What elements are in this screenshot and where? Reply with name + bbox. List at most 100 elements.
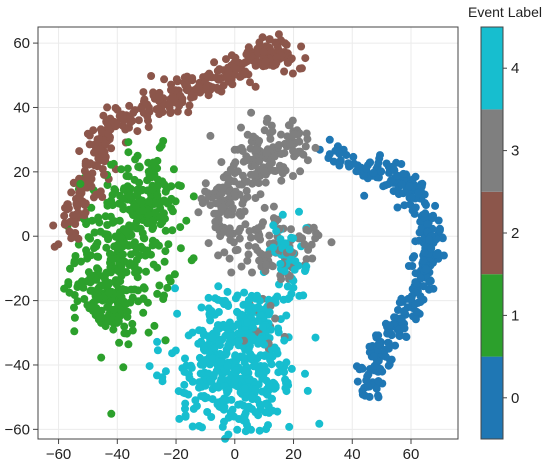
scatter-point-label-0 [365,342,374,351]
scatter-point-label-1 [111,232,120,241]
scatter-point-label-1 [83,250,91,259]
scatter-point-label-2 [96,187,105,196]
scatter-point-label-4 [247,394,256,403]
scatter-point-label-1 [82,220,91,229]
scatter-point-label-0 [374,340,383,349]
scatter-point-label-2 [100,157,108,166]
scatter-point-label-3 [261,178,270,187]
scatter-point-label-2 [125,101,134,110]
colorbar-segment-0 [481,356,503,439]
scatter-point-label-4 [301,267,309,275]
scatter-point-label-4 [237,310,246,319]
scatter-point-label-4 [244,346,253,355]
scatter-point-label-4 [224,341,233,350]
scatter-point-label-0 [374,331,383,340]
scatter-point-label-0 [344,159,353,168]
scatter-point-label-3 [271,314,280,323]
scatter-point-label-4 [272,227,281,236]
scatter-point-label-3 [264,250,273,259]
scatter-point-label-1 [109,305,118,314]
scatter-point-label-1 [160,257,169,266]
scatter-point-label-3 [244,241,253,250]
scatter-point-label-1 [161,336,170,345]
scatter-point-label-0 [410,252,419,261]
scatter-point-label-1 [64,278,73,287]
scatter-point-label-3 [241,220,250,229]
scatter-point-label-1 [115,244,124,253]
scatter-point-label-0 [417,182,426,191]
scatter-point-label-3 [228,203,237,212]
scatter-point-label-3 [226,236,235,244]
scatter-point-label-3 [242,186,251,195]
scatter-point-label-1 [88,216,97,225]
scatter-point-label-1 [163,283,172,292]
y-tick-label: −20 [5,293,30,310]
scatter-point-label-0 [397,294,406,303]
scatter-point-label-2 [160,75,169,84]
scatter-point-label-0 [377,167,386,176]
scatter-point-label-4 [187,363,196,372]
scatter-point-label-3 [249,132,258,141]
scatter-point-label-4 [221,331,230,340]
scatter-point-label-0 [427,244,436,253]
scatter-point-label-4 [218,422,227,431]
scatter-point-label-0 [422,265,431,274]
scatter-point-label-1 [74,240,83,249]
scatter-point-label-4 [224,386,233,394]
scatter-point-label-2 [188,74,197,83]
scatter-point-label-3 [276,166,285,175]
scatter-point-label-2 [80,211,89,220]
scatter-point-label-2 [271,38,280,47]
scatter-point-label-0 [414,189,423,198]
scatter-point-label-2 [280,67,289,76]
scatter-point-label-1 [109,325,118,334]
x-tick-label: −20 [163,446,188,463]
scatter-point-label-0 [349,152,358,161]
scatter-point-label-3 [301,142,310,151]
scatter-point-label-4 [270,343,279,352]
scatter-point-label-1 [128,319,137,328]
scatter-point-label-1 [94,213,103,222]
scatter-point-label-2 [282,40,291,49]
scatter-point-label-2 [60,211,69,220]
scatter-point-label-2 [194,82,203,91]
scatter-point-label-3 [242,156,251,165]
scatter-point-label-3 [235,234,244,243]
x-tick-label: 40 [344,446,361,463]
scatter-point-label-1 [96,313,105,322]
scatter-point-label-4 [180,367,189,376]
scatter-point-label-3 [265,231,274,240]
scatter-point-label-0 [385,321,394,330]
scatter-point-label-4 [197,392,206,401]
scatter-point-label-3 [252,145,261,154]
scatter-point-label-3 [290,130,299,139]
scatter-point-label-2 [100,170,108,179]
scatter-point-label-4 [265,308,274,317]
scatter-point-label-0 [369,352,378,361]
scatter-point-label-1 [87,203,96,212]
scatter-point-label-3 [234,227,243,236]
scatter-point-label-0 [428,214,437,222]
scatter-point-label-3 [237,144,246,152]
scatter-point-label-3 [303,156,312,165]
scatter-point-label-1 [106,212,115,221]
scatter-point-label-4 [251,408,260,417]
scatter-point-label-0 [397,160,406,168]
scatter-point-label-1 [153,289,162,298]
scatter-point-label-2 [204,91,213,100]
scatter-point-label-1 [117,271,126,280]
scatter-point-label-4 [221,296,230,305]
scatter-point-label-3 [224,175,233,184]
scatter-point-label-0 [335,161,344,170]
scatter-point-label-0 [439,251,448,260]
scatter-point-label-2 [126,113,134,122]
scatter-point-label-3 [218,183,227,192]
scatter-point-label-1 [158,218,167,227]
scatter-point-label-4 [268,406,277,415]
scatter-point-label-4 [285,422,294,431]
scatter-point-label-3 [268,262,277,271]
scatter-point-label-4 [260,362,269,371]
scatter-point-label-2 [167,86,175,94]
scatter-point-label-0 [399,169,408,178]
scatter-point-label-2 [202,85,211,94]
